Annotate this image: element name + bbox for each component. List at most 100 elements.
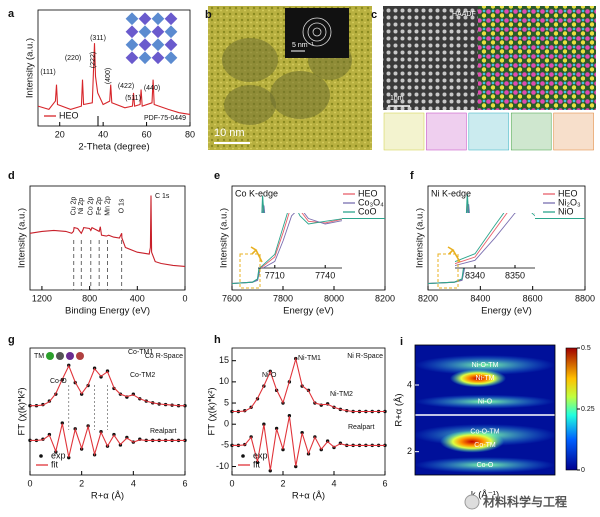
data-point [274, 426, 279, 431]
data-line [37, 43, 191, 115]
nanoparticle [222, 38, 278, 82]
plot-frame [427, 185, 586, 291]
tm-atom [56, 352, 64, 360]
legend-label: fit [253, 459, 261, 469]
y-axis-label: R+α (Å) [394, 393, 405, 426]
panel-title: Co R-Space [145, 353, 183, 360]
legend-marker [241, 454, 245, 458]
peak-label: (422) [118, 83, 134, 90]
panel-letter: e [214, 170, 220, 182]
data-point [268, 469, 272, 473]
y-tick-label: 15 [219, 355, 229, 365]
data-line [232, 416, 385, 471]
x-tick-label: 80 [185, 129, 195, 139]
eds-map [478, 6, 596, 110]
x-tick-label: 7600 [222, 293, 242, 303]
crystal-unit [164, 51, 178, 65]
zoom-box [437, 253, 459, 289]
x-tick-label: 8000 [324, 293, 344, 303]
peak-label: C 1s [155, 193, 170, 200]
x-tick-label: 6 [382, 478, 387, 488]
x-axis-label: k (Å⁻¹) [471, 490, 499, 501]
zoom-box [239, 253, 261, 289]
data-line [259, 213, 342, 268]
x-axis-label: 2-Theta (degree) [78, 142, 149, 153]
crystal-unit [125, 51, 139, 65]
data-point [255, 460, 260, 464]
panel-letter: f [410, 170, 414, 182]
reference-label: PDF-75-0449 [144, 115, 186, 122]
scalebar-label: 1nm [390, 95, 404, 102]
crystal-unit [138, 25, 152, 39]
data-line [455, 213, 535, 263]
x-tick-label: 7800 [273, 293, 293, 303]
x-tick-label: 0 [229, 478, 234, 488]
legend-label: CoO [358, 206, 377, 216]
colorbar-tick-label: 0.25 [581, 406, 595, 413]
panel-letter: i [400, 336, 403, 348]
wavelet-peak [450, 369, 506, 388]
x-tick-label: 400 [130, 293, 145, 303]
haadf-image [383, 6, 478, 110]
crystal-unit [151, 25, 165, 39]
wavelet-peak [440, 430, 504, 453]
crystal-unit [164, 25, 178, 39]
inset-lines [455, 213, 535, 267]
y-tick-label: 5 [224, 397, 229, 407]
part-label: Realpart [150, 428, 177, 435]
crystal-unit [151, 51, 165, 65]
inset-x-tick-label: 7710 [265, 270, 285, 280]
peak-label: Ni-O [262, 372, 277, 379]
fft-ring [302, 17, 332, 47]
scalebar-label: 10 nm [214, 127, 245, 139]
x-tick-label: 2 [79, 478, 84, 488]
x-tick-label: 8400 [470, 293, 490, 303]
panel-letter: c [371, 9, 377, 21]
plot-frame [29, 347, 186, 476]
tm-atom [46, 352, 54, 360]
edge-label: Ni K-edge [431, 188, 471, 198]
y-tick-label: 2 [407, 446, 412, 456]
crystal-unit [151, 38, 165, 52]
peak-label: Mn 2p [104, 196, 111, 216]
legend-label: Co₃O₄ [358, 197, 384, 207]
peak-label: Ni-TM [475, 375, 494, 382]
peak-label: (400) [105, 68, 112, 84]
part-label: Realpart [348, 424, 375, 431]
y-axis-label: Intensity (a.u.) [25, 38, 36, 98]
plot-frame [37, 9, 191, 127]
peak-label: Ni-O-TM [472, 362, 499, 369]
legend-marker [39, 454, 43, 458]
legend-label: HEO [358, 188, 378, 198]
nanoparticle [270, 71, 330, 119]
fft-scalebar-label: 5 nm⁻¹ [292, 42, 314, 49]
y-axis-label: FT (χ(k)*k²) [17, 387, 28, 435]
x-tick-label: 8200 [418, 293, 438, 303]
panel-letter: h [214, 334, 221, 346]
peak-label: Ni-TM1 [298, 355, 321, 362]
tm-atom [66, 352, 74, 360]
colorbar [565, 347, 578, 471]
x-tick-label: 0 [27, 478, 32, 488]
legend-label: HEO [558, 188, 578, 198]
legend-label: Ni₂O₃ [558, 197, 581, 207]
data-point [60, 421, 64, 425]
crystal-unit [138, 51, 152, 65]
fft-inset [285, 8, 349, 58]
edge-label: Co K-edge [235, 188, 278, 198]
crystal-unit [164, 38, 178, 52]
x-tick-label: 4 [331, 478, 336, 488]
watermark-icon [464, 494, 480, 510]
y-tick-label: -10 [216, 461, 229, 471]
crystal-unit [125, 38, 139, 52]
x-tick-label: 20 [55, 129, 65, 139]
peak-label: Co-TM2 [130, 372, 155, 379]
crystal-unit [125, 12, 139, 26]
inset-x-tick-label: 8350 [505, 270, 525, 280]
crystal-unit [138, 38, 152, 52]
inset-x-tick-label: 7740 [315, 270, 335, 280]
colorbar-tick-label: 0 [581, 467, 585, 474]
y-axis-label: Intensity (a.u.) [415, 208, 426, 268]
x-tick-label: 1200 [32, 293, 52, 303]
